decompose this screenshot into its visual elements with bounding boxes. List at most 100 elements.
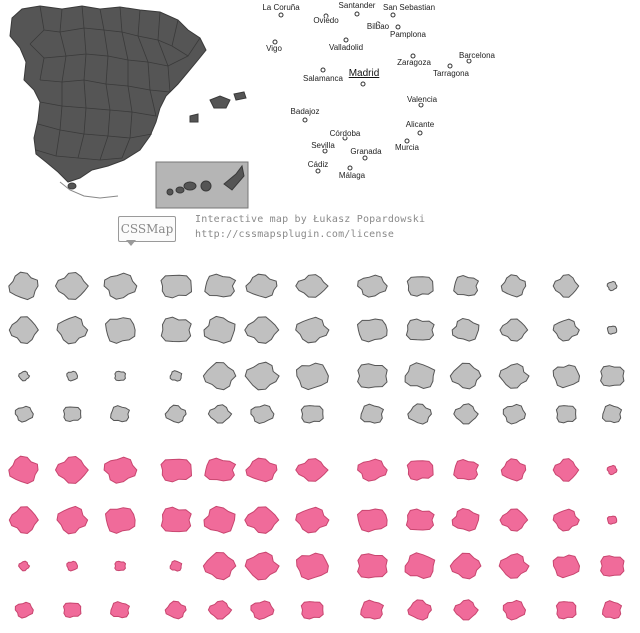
pink-region-sprite <box>245 457 278 483</box>
gray-region-sprite <box>8 271 39 301</box>
gray-region-sprite <box>66 370 79 382</box>
city-label-salamanca[interactable]: Salamanca <box>302 74 344 83</box>
gray-region-sprite <box>404 362 436 390</box>
gray-region-sprite <box>295 362 329 391</box>
pink-region-sprite <box>295 458 329 482</box>
logo-speech-tail <box>126 240 136 246</box>
city-label-santander[interactable]: Santander <box>338 1 376 10</box>
pink-region-sprite <box>357 553 388 579</box>
pink-region-sprite <box>202 551 237 581</box>
pink-region-sprite <box>244 551 280 581</box>
pink-region-sprite <box>160 506 192 533</box>
city-label-sevilla[interactable]: Sevilla <box>311 141 335 150</box>
spain-map <box>9 5 472 209</box>
pink-region-sprite <box>498 553 530 579</box>
city-label-granada[interactable]: Granada <box>350 147 382 156</box>
pink-region-sprite <box>555 601 577 620</box>
city-label-vigo[interactable]: Vigo <box>266 44 282 53</box>
spain-mainland[interactable] <box>9 5 207 183</box>
gray-region-sprite <box>56 315 89 345</box>
city-label-san-sebastian[interactable]: San Sebastian <box>382 3 436 12</box>
pink-region-sprite <box>449 552 482 580</box>
pink-region-sprite <box>295 506 330 534</box>
pink-region-sprite <box>207 600 233 620</box>
pink-region-sprite <box>56 505 89 535</box>
gray-region-sprite <box>204 273 237 298</box>
gray-region-sprite <box>499 318 529 342</box>
gray-region-sprite <box>552 364 581 389</box>
city-label-valladolid[interactable]: Valladolid <box>328 43 364 52</box>
gray-region-sprite <box>357 274 388 298</box>
city-label-zaragoza[interactable]: Zaragoza <box>397 58 431 67</box>
pink-region-sprite <box>601 600 623 620</box>
city-label-cadiz[interactable]: Cádiz <box>307 160 329 169</box>
pink-region-sprite <box>356 508 388 533</box>
pink-region-sprite <box>552 554 581 579</box>
gray-region-sprite <box>356 318 388 343</box>
gray-region-sprite <box>606 280 618 292</box>
gray-region-sprite <box>160 316 192 343</box>
pink-region-sprite <box>360 599 385 620</box>
gray-region-sprite <box>407 403 432 425</box>
gray-region-sprite <box>451 317 480 342</box>
city-label-valencia[interactable]: Valencia <box>406 95 438 104</box>
city-dots <box>272 11 472 174</box>
city-label-murcia[interactable]: Murcia <box>394 143 420 152</box>
city-label-cordoba[interactable]: Córdoba <box>329 129 361 138</box>
gray-region-sprite <box>552 274 580 298</box>
gray-region-sprite <box>203 315 236 344</box>
pink-region-sprite <box>502 599 527 621</box>
pink-region-sprite <box>244 506 280 534</box>
gray-region-sprite <box>449 362 482 390</box>
pink-region-sprite <box>66 560 79 572</box>
gray-region-sprite <box>357 363 388 389</box>
gray-region-sprite <box>114 370 127 382</box>
pink-region-sprite <box>203 505 236 534</box>
pink-region-sprite <box>204 457 237 482</box>
gray-region-sprite <box>502 403 527 425</box>
city-label-barcelona[interactable]: Barcelona <box>458 51 496 60</box>
menorca[interactable] <box>233 91 247 101</box>
city-label-tarragona[interactable]: Tarragona <box>432 69 470 78</box>
pink-region-sprite <box>300 601 324 620</box>
gray-region-sprite <box>600 365 625 387</box>
credit-author: Interactive map by Łukasz Popardowski <box>195 214 426 225</box>
mallorca[interactable] <box>209 95 231 109</box>
pink-region-sprite <box>104 507 136 534</box>
pink-region-sprite <box>160 458 193 483</box>
city-label-oviedo[interactable]: Oviedo <box>313 16 339 25</box>
city-label-pamplona[interactable]: Pamplona <box>389 30 427 39</box>
gray-region-sprite <box>110 405 131 423</box>
gray-region-sprite <box>103 272 138 300</box>
city-label-madrid[interactable]: Madrid <box>348 68 380 79</box>
pink-region-sprite <box>500 458 527 482</box>
pink-region-sprite <box>499 508 529 532</box>
pink-region-sprite <box>405 508 435 531</box>
pink-region-sprite <box>357 458 388 482</box>
gray-region-sprite <box>606 325 618 335</box>
gray-region-sprite <box>169 370 183 382</box>
gray-region-sprite <box>360 403 385 424</box>
city-label-alicante[interactable]: Alicante <box>405 120 435 129</box>
city-label-badajoz[interactable]: Badajoz <box>290 107 320 116</box>
pink-region-sprite <box>103 456 138 484</box>
gray-region-sprite <box>405 318 435 341</box>
city-label-bilbao[interactable]: Bilbao <box>366 22 390 31</box>
pink-region-sprite <box>250 600 275 621</box>
gray-region-sprite <box>244 361 280 391</box>
city-label-la-coruna[interactable]: La Coruña <box>262 3 300 12</box>
gray-region-sprite <box>62 406 82 423</box>
pink-region-sprite <box>552 458 580 482</box>
gray-region-sprite <box>202 361 237 391</box>
city-label-malaga[interactable]: Málaga <box>338 171 366 180</box>
credit-license-link[interactable]: http://cssmapsplugin.com/license <box>195 229 395 240</box>
gray-region-sprites <box>8 271 625 425</box>
gray-region-sprite <box>160 274 193 299</box>
gray-region-sprite <box>250 404 275 425</box>
pink-region-sprites <box>8 455 625 621</box>
gray-region-sprite <box>54 271 89 300</box>
pink-region-sprite <box>453 599 479 621</box>
pink-region-sprite <box>54 455 89 484</box>
ibiza[interactable] <box>189 113 199 123</box>
canary-islands[interactable] <box>166 164 245 196</box>
